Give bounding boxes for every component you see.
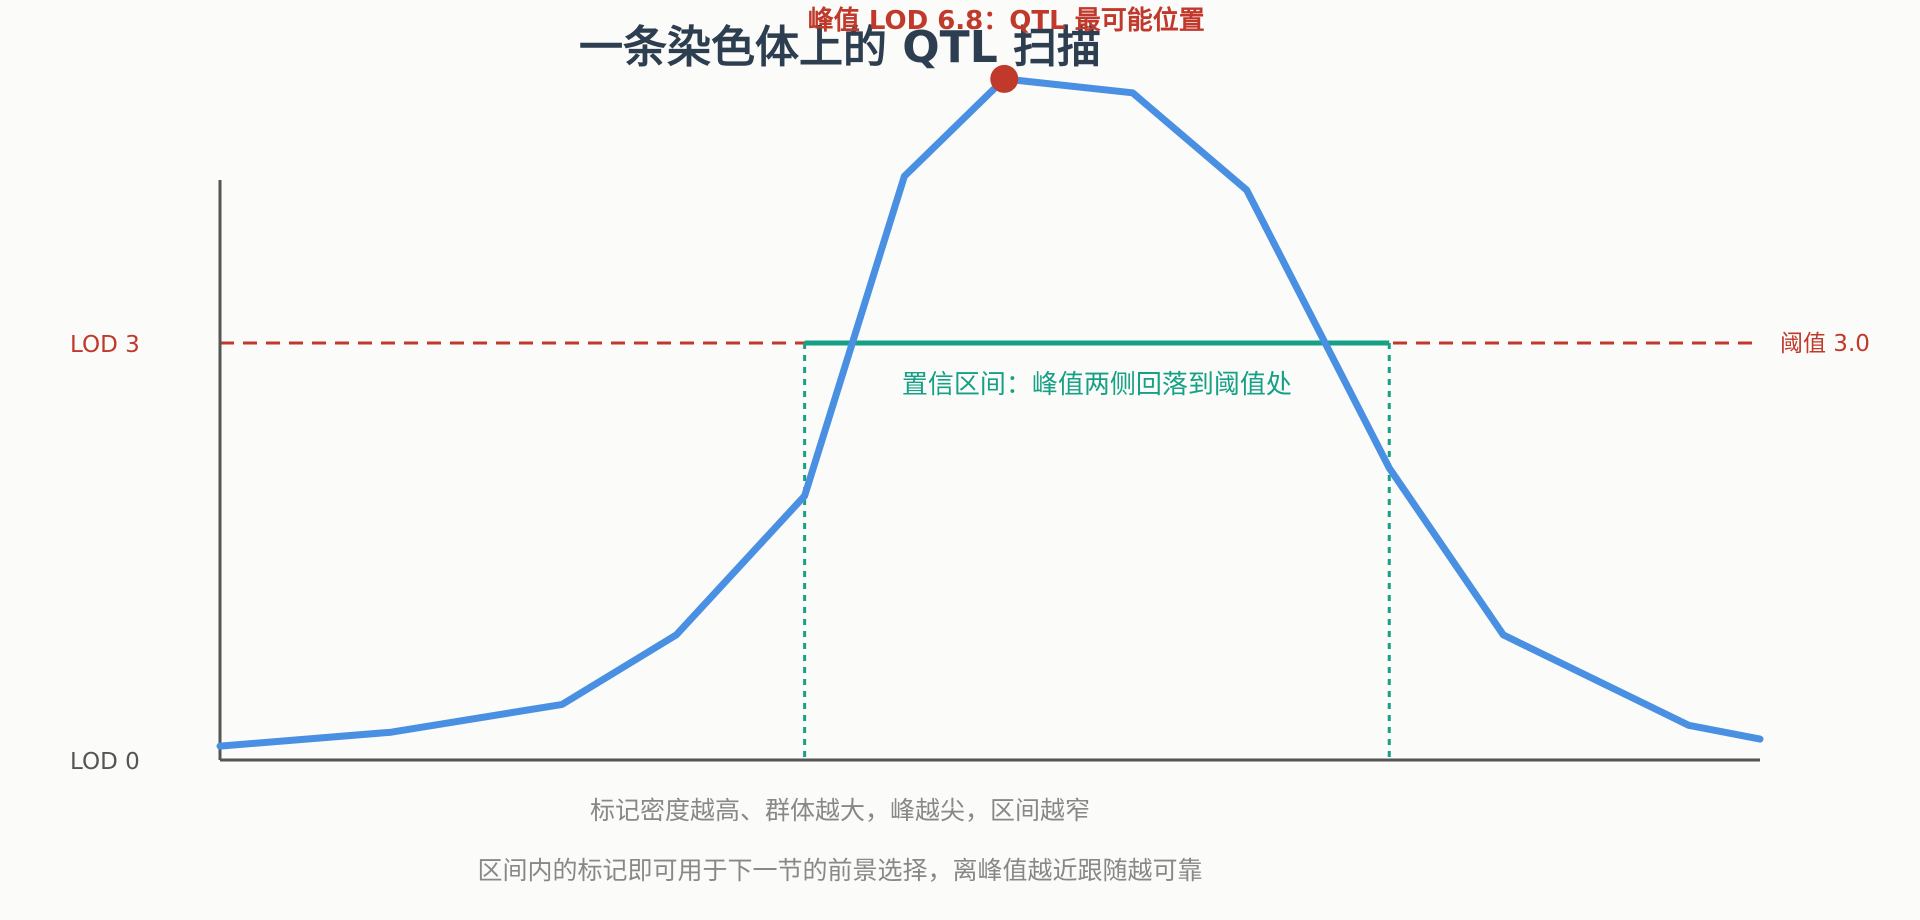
chart-title: 一条染色体上的 QTL 扫描 (579, 22, 1101, 73)
peak-marker (990, 64, 1019, 93)
peak-annotation: 峰值 LOD 6.8：QTL 最可能位置 (808, 5, 1205, 36)
ci-label: 置信区间：峰值两侧回落到阈值处 (902, 370, 1292, 400)
caption-line: 标记密度越高、群体越大，峰越尖，区间越窄 (590, 796, 1090, 825)
y-tick-label: LOD 3 (70, 332, 140, 358)
plot-area: LOD 0 LOD 3 阈值 3.0 峰值 LOD 6.8：QTL 最可能位置置信区间… (70, 5, 1870, 885)
threshold-label: 阈值 3.0 (1780, 331, 1870, 357)
y-tick-label: LOD 0 (70, 749, 140, 775)
caption-line: 区间内的标记即可用于下一节的前景选择，离峰值越近跟随越可靠 (477, 856, 1202, 885)
lod-curve (216, 75, 1764, 750)
